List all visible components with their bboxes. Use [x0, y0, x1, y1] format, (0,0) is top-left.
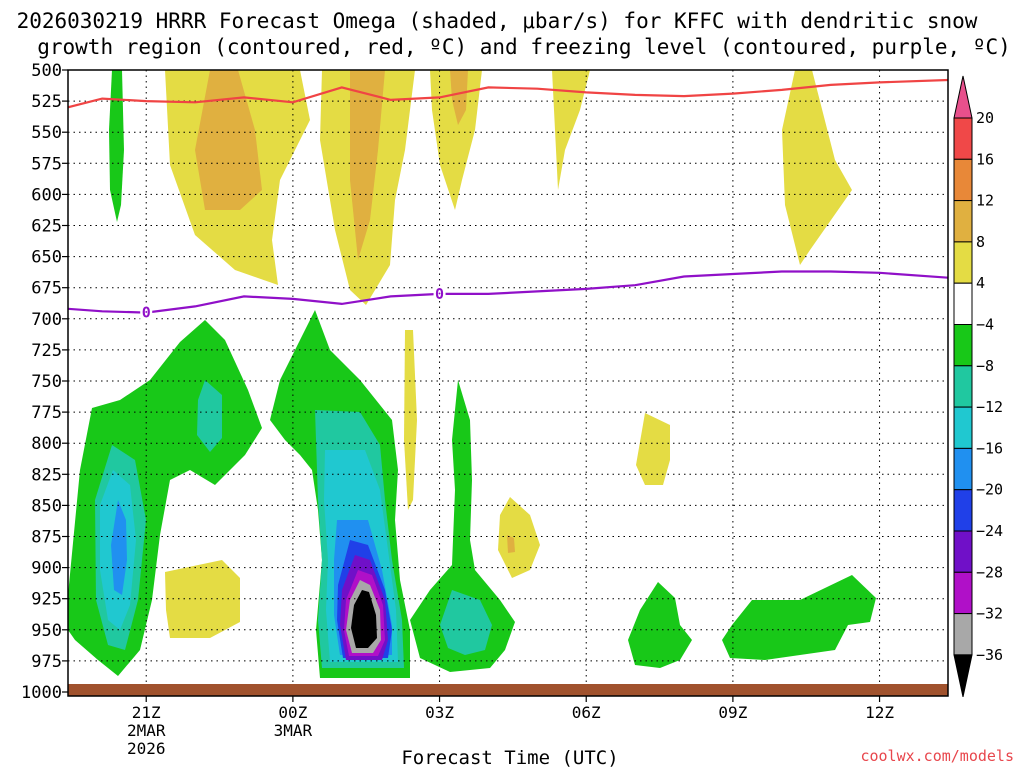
colorbar-label: 12	[976, 192, 994, 210]
colorbar-label: −36	[976, 646, 1003, 664]
freezing-level-label: 0	[435, 285, 444, 303]
y-tick-label: 625	[31, 217, 62, 237]
x-tick-label: 03Z	[425, 703, 454, 722]
omega-region-negative	[197, 380, 222, 452]
omega-region-positive	[507, 535, 515, 553]
colorbar-label: −32	[976, 605, 1003, 623]
y-tick-label: 725	[31, 341, 62, 361]
chart-title-line2: growth region (contoured, red, ºC) and f…	[37, 35, 1011, 59]
y-tick-label: 950	[31, 621, 62, 641]
freezing-level-label-bg	[140, 304, 153, 320]
colorbar-swatch	[953, 406, 973, 449]
y-tick-label: 575	[31, 154, 62, 174]
colorbar-label: −24	[976, 522, 1003, 540]
y-axis: 500 525 550 575 600 625 650 675 700 725 750 775 800 8…	[21, 61, 68, 703]
y-tick-label: 775	[31, 403, 62, 423]
x-tick-label: 09Z	[718, 703, 747, 722]
colorbar-swatch	[953, 158, 973, 202]
omega-region-negative	[351, 590, 377, 648]
colorbar-label: 16	[976, 150, 994, 168]
y-tick-label: 975	[31, 652, 62, 672]
colorbar-label: 4	[976, 274, 985, 292]
omega-region-positive	[350, 70, 385, 260]
omega-region-positive	[404, 330, 417, 510]
omega-region-positive	[552, 70, 590, 190]
colorbar-label: −12	[976, 398, 1003, 416]
terrain-band	[68, 684, 948, 696]
y-tick-label: 700	[31, 310, 62, 330]
colorbar-bottom-triangle	[953, 654, 973, 698]
colorbar: 20 16 12 8 4 −4 −8 −12 −16 −20 −24 −28 −32 −36	[953, 75, 1003, 698]
dgz-contour-line	[68, 78, 948, 109]
colorbar-swatch	[953, 241, 973, 284]
y-tick-label: 675	[31, 279, 62, 299]
omega-region-negative	[109, 70, 124, 222]
y-tick-label: 925	[31, 590, 62, 610]
x-tick-label: 12Z	[865, 703, 894, 722]
colorbar-swatch	[953, 571, 973, 615]
omega-region-positive	[430, 70, 482, 210]
x-tick-label: 06Z	[572, 703, 601, 722]
x-tick-label: 00Z	[278, 703, 307, 722]
colorbar-label: −28	[976, 563, 1003, 581]
colorbar-swatch	[953, 613, 973, 656]
x-tick-year-label: 2026	[127, 739, 166, 758]
colorbar-swatch	[953, 200, 973, 243]
y-tick-label: 750	[31, 372, 62, 392]
omega-region-positive	[636, 413, 670, 485]
credit-text: coolwx.com/models	[860, 747, 1014, 765]
freezing-level-contour-line	[68, 270, 948, 314]
omega-region-negative	[440, 590, 492, 655]
colorbar-swatch	[953, 489, 973, 532]
freezing-level-label-bg	[433, 285, 446, 301]
y-tick-label: 900	[31, 559, 62, 579]
colorbar-swatch	[953, 117, 973, 160]
omega-shading	[68, 70, 876, 678]
colorbar-swatch	[953, 365, 973, 408]
omega-region-negative	[628, 582, 692, 668]
y-tick-label: 525	[31, 92, 62, 112]
omega-region-positive	[498, 497, 540, 578]
y-tick-label: 825	[31, 465, 62, 485]
y-tick-label: 650	[31, 248, 62, 268]
omega-region-positive	[782, 70, 852, 265]
freezing-level-labels: 00	[140, 285, 446, 322]
colorbar-swatch	[953, 447, 973, 491]
y-tick-label: 550	[31, 123, 62, 143]
colorbar-swatch	[953, 530, 973, 573]
x-tick-label: 21Z	[132, 703, 161, 722]
omega-region-negative	[410, 380, 515, 672]
colorbar-label: 20	[976, 109, 994, 127]
colorbar-label: 8	[976, 233, 985, 251]
x-axis-label: Forecast Time (UTC)	[401, 747, 618, 768]
grid	[68, 70, 948, 692]
y-tick-label: 800	[31, 434, 62, 454]
y-tick-label: 500	[31, 61, 62, 81]
y-tick-label: 850	[31, 496, 62, 516]
chart-title-line1: 2026030219 HRRR Forecast Omega (shaded, …	[17, 9, 978, 33]
plot-frame	[67, 69, 949, 697]
omega-region-negative	[111, 500, 127, 595]
colorbar-top-triangle	[953, 75, 973, 119]
colorbar-swatch	[953, 324, 973, 367]
freezing-level-label: 0	[142, 304, 151, 322]
colorbar-label: −4	[976, 316, 994, 334]
omega-region-negative	[722, 575, 876, 660]
omega-region-positive	[450, 70, 468, 125]
omega-region-positive	[165, 560, 240, 638]
colorbar-label: −20	[976, 481, 1003, 499]
x-tick-date-label: 2MAR	[127, 721, 166, 740]
y-tick-label: 600	[31, 185, 62, 205]
y-tick-label: 1000	[21, 683, 62, 703]
omega-region-positive	[195, 70, 262, 210]
y-tick-label: 875	[31, 528, 62, 548]
colorbar-swatch	[953, 282, 973, 326]
x-tick-date-label: 3MAR	[274, 721, 313, 740]
colorbar-label: −16	[976, 439, 1003, 457]
colorbar-label: −8	[976, 357, 994, 375]
